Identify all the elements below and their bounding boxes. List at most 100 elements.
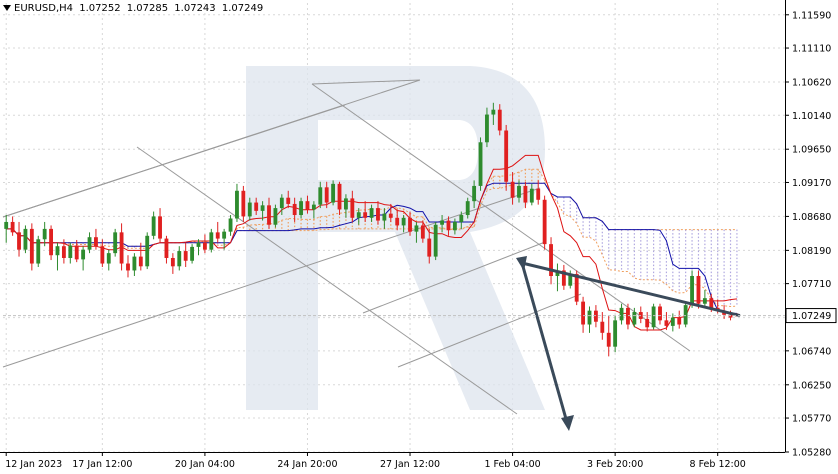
y-tick-label: 1.10620 (792, 77, 831, 88)
candle-body (593, 310, 598, 322)
candle-body (491, 109, 496, 115)
x-axis: 12 Jan 2023 17 Jan 12:00 20 Jan 04:00 24 Ja… (5, 452, 746, 470)
candle-body (132, 256, 137, 271)
candle-body (331, 183, 336, 203)
candle-body (363, 212, 368, 218)
candle-body (10, 221, 15, 233)
candles (4, 102, 739, 357)
candle-body (29, 228, 34, 264)
candle-body (247, 202, 252, 217)
y-tick-label: 1.05770 (792, 414, 831, 425)
candle-body (395, 217, 400, 226)
candle-body (164, 238, 169, 258)
candle-body (433, 224, 438, 257)
candle-body (68, 245, 73, 258)
candle-body (228, 218, 233, 232)
candle-body (350, 198, 355, 218)
candle-body (311, 204, 316, 210)
chart-header: EURUSD,H4 1.07252 1.07285 1.07243 1.0724… (3, 2, 266, 16)
y-tick-label: 1.08680 (792, 212, 831, 223)
candle-body (408, 217, 412, 232)
candle-body (664, 320, 669, 326)
candle-body (606, 332, 611, 347)
candle-body (292, 203, 297, 216)
candle-body (145, 235, 150, 267)
candle-body (119, 232, 124, 264)
candle-body (549, 244, 553, 277)
y-tick-label: 1.05280 (792, 448, 831, 459)
x-tick-label: 24 Jan 20:00 (277, 459, 337, 470)
candle-body (613, 320, 618, 347)
candle-body (600, 321, 605, 333)
candle-body (344, 198, 348, 210)
candle-body (420, 225, 425, 239)
candle-body (254, 202, 259, 211)
candle-body (696, 276, 701, 304)
trend-line (311, 79, 421, 85)
candle-body (440, 220, 444, 225)
candle-body (452, 221, 457, 231)
candle-body (299, 201, 303, 216)
candle-body (651, 306, 656, 328)
candle-body (670, 317, 675, 326)
candle-body (273, 208, 278, 225)
trend-line (311, 83, 691, 352)
candle-body (138, 256, 143, 267)
x-tick-label: 20 Jan 04:00 (175, 459, 235, 470)
candle-body (542, 199, 547, 245)
candle-body (574, 273, 579, 302)
candle-body (555, 270, 560, 277)
candle-body (267, 205, 271, 225)
y-tick-label: 1.11590 (792, 10, 831, 21)
candle-body (427, 238, 432, 257)
candle-body (177, 251, 182, 267)
candle-body (106, 253, 111, 264)
x-tick-label: 12 Jan 2023 (5, 459, 62, 470)
y-tick-label: 1.09650 (792, 145, 831, 156)
candle-body (529, 188, 534, 203)
candle-body (497, 109, 502, 131)
close-price: 1.07249 (221, 3, 264, 14)
current-price-label: 1.07249 (792, 311, 831, 322)
candle-body (183, 251, 188, 261)
candle-body (4, 221, 9, 229)
candle-body (87, 237, 92, 250)
candle-body (36, 239, 41, 264)
candle-body (126, 263, 130, 271)
candle-body (215, 232, 220, 239)
candle-body (683, 305, 688, 325)
candle-body (709, 298, 714, 308)
candle-body (61, 246, 66, 258)
x-tick-label: 17 Jan 12:00 (72, 459, 132, 470)
trend-line (362, 241, 546, 314)
candle-body (113, 232, 118, 254)
candle-body (49, 228, 53, 256)
candle-body (626, 307, 630, 325)
dropdown-triangle-icon[interactable] (3, 5, 11, 11)
x-tick-label: 1 Feb 04:00 (484, 459, 540, 470)
candle-body (190, 246, 195, 261)
candle-body (632, 312, 637, 325)
y-tick-label: 1.09170 (792, 178, 831, 189)
candle-body (337, 183, 342, 210)
high-price: 1.07285 (126, 3, 169, 14)
candle-body (42, 228, 47, 240)
tenkan-sen-line (6, 154, 737, 331)
candle-body (485, 114, 489, 143)
low-price: 1.07243 (174, 3, 216, 14)
candle-body (401, 217, 406, 226)
candle-body (235, 190, 239, 219)
candle-body (561, 270, 566, 286)
candle-body (382, 213, 387, 221)
candle-body (414, 225, 419, 232)
forecast-arrows (516, 256, 741, 431)
candle-body (690, 276, 694, 306)
x-tick-label: 3 Feb 20:00 (587, 459, 643, 470)
candle-body (202, 242, 207, 250)
candle-body (677, 317, 682, 325)
candle-body (376, 208, 380, 221)
y-axis: 1.11590 1.11110 1.10620 1.10140 1.09650 1.091… (785, 10, 831, 459)
candle-body (356, 212, 361, 218)
